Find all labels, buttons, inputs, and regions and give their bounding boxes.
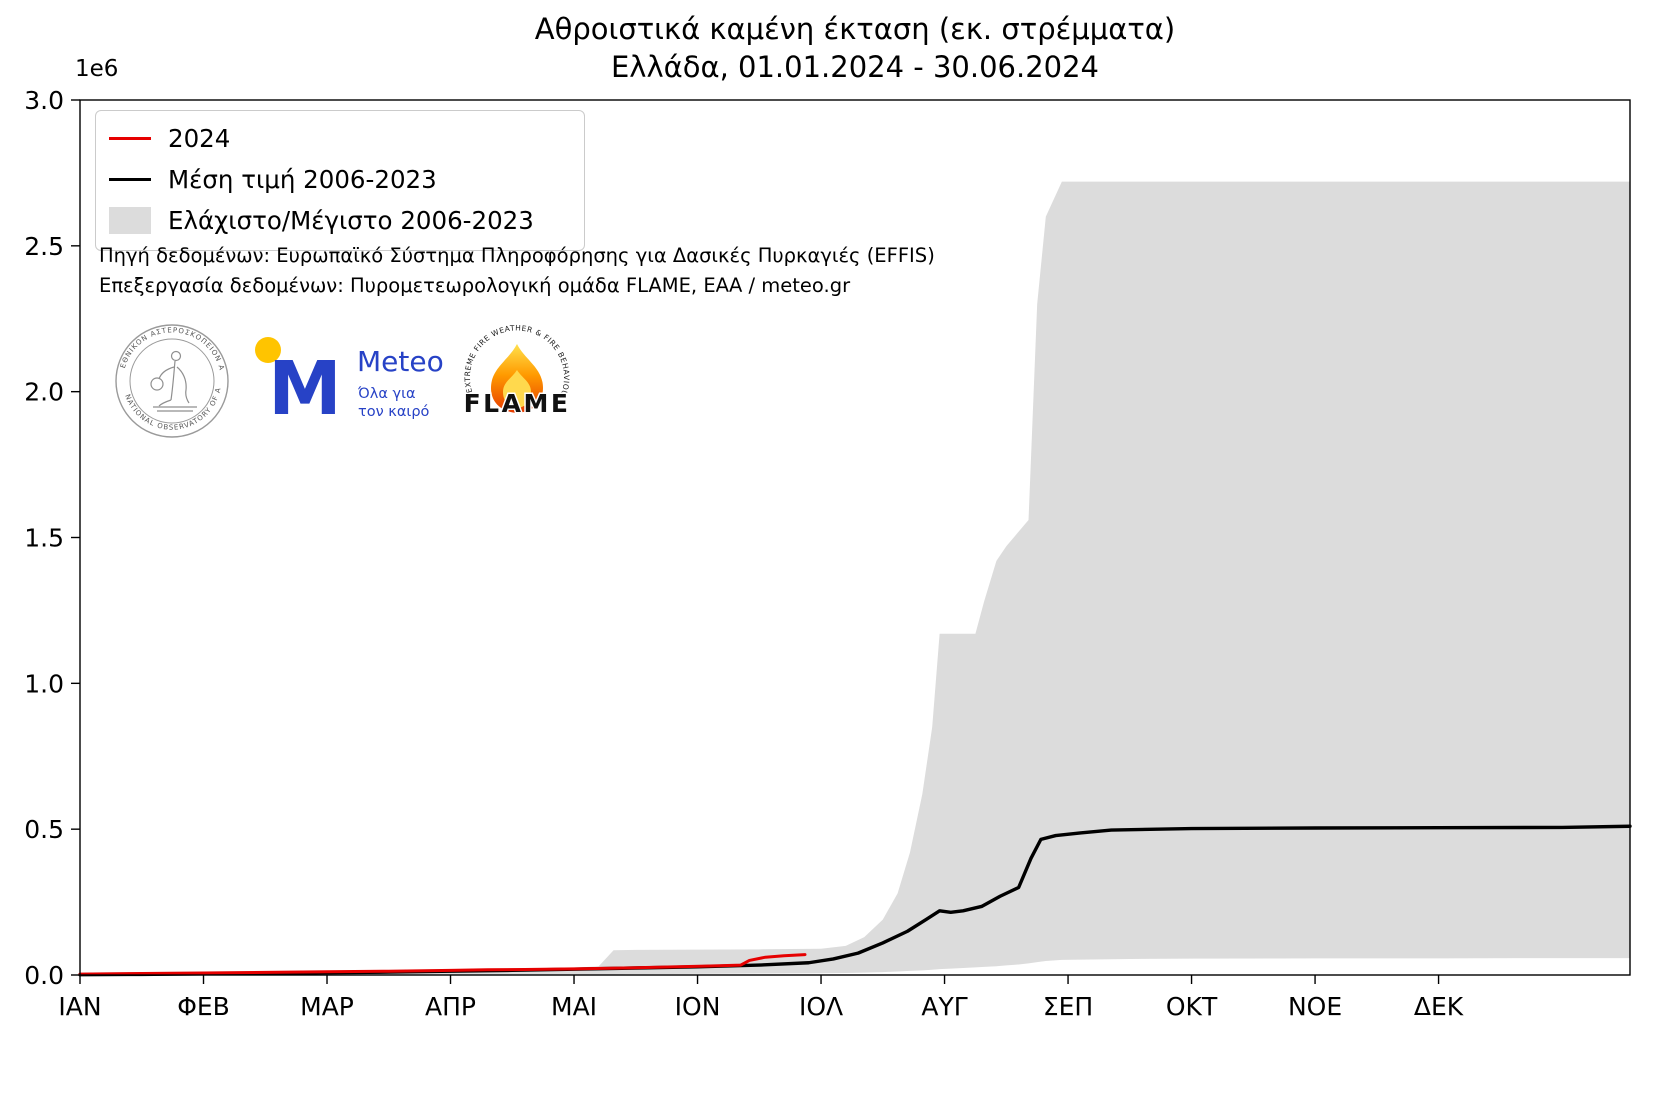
meteo-sun-icon (255, 337, 281, 363)
min-max-band (80, 181, 1630, 975)
source-text: Πηγή δεδομένων: Ευρωπαϊκό Σύστημα Πληροφ… (99, 241, 935, 300)
y-tick-label: 2.0 (24, 378, 64, 407)
x-tick-label: ΦΕΒ (177, 992, 230, 1021)
y-tick-label: 1.5 (24, 524, 64, 553)
series-line-2024 (78, 953, 807, 976)
flame-wordmark: FLAME (464, 389, 571, 418)
noa-seal-outer-ring (115, 324, 229, 438)
logos-canvas: ΕΘΝΙΚΟΝ ΑΣΤΕΡΟΣΚΟΠΕΙΟΝ ΑΘΗΝΩΝ NATIONAL O… (101, 311, 571, 438)
meteo-wordmark: Meteo (357, 345, 444, 378)
x-tick-label: ΙΟΛ (799, 992, 843, 1021)
legend-line-swatch-2024 (109, 136, 151, 141)
y-tick-label: 0.0 (24, 961, 64, 990)
legend-label-mean: Μέση τιμή 2006-2023 (168, 165, 437, 194)
meteo-tagline-line1: Όλα για (357, 386, 416, 402)
y-axis-offset-label: 1e6 (75, 56, 119, 82)
title-block: Αθροιστικά καμένη έκταση (εκ. στρέμματα)… (80, 10, 1630, 86)
x-tick-label: ΟΚΤ (1166, 992, 1218, 1021)
legend-item-2024: 2024 (109, 118, 574, 159)
legend-item-mean: Μέση τιμή 2006-2023 (109, 159, 574, 200)
legend-patch-swatch-minmax (109, 207, 151, 234)
meteo-m-monogram: M (268, 346, 342, 432)
legend-line-swatch-mean (109, 177, 151, 182)
legend-label-2024: 2024 (168, 124, 231, 153)
noa-seal-inner-ring (129, 338, 215, 424)
y-tick-label: 3.0 (24, 86, 64, 115)
meteo-tagline-line2: τον καιρό (358, 404, 430, 420)
x-tick-label: ΙΑΝ (58, 992, 101, 1021)
logos: ΕΘΝΙΚΟΝ ΑΣΤΕΡΟΣΚΟΠΕΙΟΝ ΑΘΗΝΩΝ NATIONAL O… (101, 311, 605, 454)
chart-subtitle: Ελλάδα, 01.01.2024 - 30.06.2024 (610, 50, 1100, 84)
x-tick-label: ΙΟΝ (675, 992, 721, 1021)
source-line-1: Πηγή δεδομένων: Ευρωπαϊκό Σύστημα Πληροφ… (99, 244, 935, 267)
source-line-2: Επεξεργασία δεδομένων: Πυρομετεωρολογική… (99, 273, 851, 297)
legend-label-minmax: Ελάχιστο/Μέγιστο 2006-2023 (168, 206, 534, 235)
x-tick-label: ΑΠΡ (425, 992, 476, 1021)
x-tick-label: ΝΟΕ (1288, 992, 1342, 1021)
chart-title: Αθροιστικά καμένη έκταση (εκ. στρέμματα) (534, 12, 1176, 46)
x-tick-label: ΔΕΚ (1414, 992, 1464, 1021)
y-tick-label: 0.5 (24, 815, 64, 844)
meteo-logo: M Meteo Όλα για τον καιρό (255, 337, 444, 432)
y-tick-label: 2.5 (24, 232, 64, 261)
legend: 2024 Μέση τιμή 2006-2023 Ελάχιστο/Μέγιστ… (95, 110, 585, 251)
x-tick-label: ΣΕΠ (1043, 992, 1093, 1021)
x-tick-label: ΑΥΓ (921, 992, 967, 1021)
noa-seal-logo: ΕΘΝΙΚΟΝ ΑΣΤΕΡΟΣΚΟΠΕΙΟΝ ΑΘΗΝΩΝ NATIONAL O… (101, 312, 229, 438)
x-tick-label: ΜΑΡ (300, 992, 354, 1021)
x-tick-label: ΜΑΙ (551, 992, 597, 1021)
flame-fire-inner-icon (503, 370, 531, 408)
noa-seal-figure-illustration (150, 350, 197, 412)
y-tick-label: 1.0 (24, 669, 64, 698)
legend-item-minmax: Ελάχιστο/Μέγιστο 2006-2023 (109, 200, 574, 241)
